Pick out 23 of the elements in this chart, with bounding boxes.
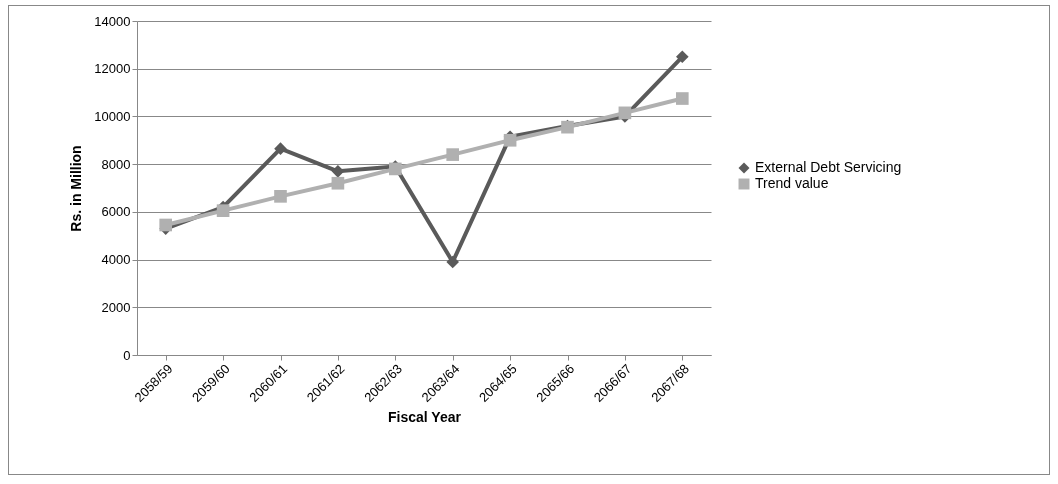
point (274, 190, 287, 203)
point (446, 255, 460, 269)
point (331, 176, 345, 190)
y-tick-label: 0 (123, 347, 131, 363)
y-tick-label: 10000 (94, 108, 131, 124)
y-tick-label: 2000 (101, 299, 131, 315)
point (216, 204, 230, 217)
x-axis-title: Fiscal Year (388, 408, 462, 425)
point (159, 218, 173, 232)
legend-label: External Debt Servicing (755, 159, 902, 175)
y-axis-title: Rs. in Million (68, 145, 85, 232)
y-tick-label: 6000 (101, 204, 131, 220)
point (618, 106, 632, 120)
y-tick-label: 8000 (101, 156, 131, 172)
y-tick-label: 12000 (94, 61, 131, 77)
point (274, 142, 287, 155)
point (446, 148, 460, 161)
y-tick-label: 14000 (94, 13, 131, 29)
point (331, 164, 345, 178)
y-tick-label: 4000 (101, 252, 131, 268)
point (675, 50, 689, 64)
point (675, 92, 689, 105)
legend-label: Trend value (755, 175, 829, 191)
